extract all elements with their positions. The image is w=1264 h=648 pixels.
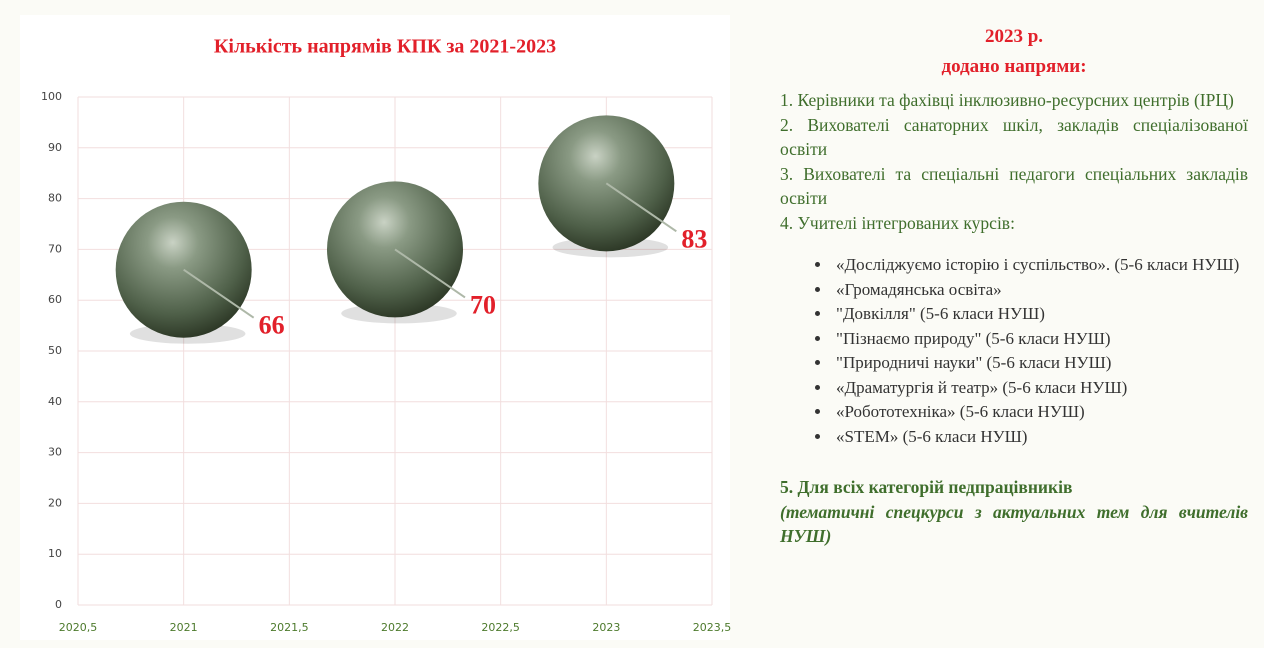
y-tick-label: 30: [48, 446, 62, 459]
final-text: 5. Для всіх категорій педпрацівників: [780, 477, 1073, 497]
heading: 2023 р.: [984, 26, 1044, 47]
y-tick-label: 70: [48, 242, 62, 255]
numbered-item: 2. Вихователі санаторних шкіл, закладів …: [780, 114, 1248, 160]
y-tick-label: 80: [48, 192, 62, 205]
numbered-item: 3. Вихователі та спеціальні педагоги спе…: [780, 163, 1248, 209]
x-tick-label: 2021,5: [270, 621, 309, 634]
x-tick-label: 2023: [592, 621, 620, 634]
x-tick-label: 2022: [381, 621, 409, 634]
leader-line: [394, 248, 466, 299]
y-tick-label: 60: [48, 293, 62, 306]
bullet-item: «Досліджуємо історію і суспільство». (5-…: [832, 253, 1248, 278]
bullet-item: «Драматургія й театр» (5-6 класи НУШ): [832, 376, 1248, 401]
bullet-item: "Природничі науки" (5-6 класи НУШ): [832, 351, 1248, 376]
y-tick-label: 50: [48, 344, 62, 357]
y-tick-label: 90: [48, 141, 62, 154]
y-tick-label: 40: [48, 395, 62, 408]
data-label: 70: [470, 290, 496, 319]
data-label: 83: [681, 224, 707, 253]
item-list: 1. Керівники та фахівці інклюзивно-ресур…: [780, 88, 1248, 235]
bullet-item: "Довкілля" (5-6 класи НУШ): [832, 302, 1248, 327]
final-note: (тематичні спецкурси з актуальних тем дл…: [780, 501, 1248, 547]
bullet-list: «Досліджуємо історію і суспільство». (5-…: [780, 253, 1248, 449]
text-panel: 2023 р. додано напрями: 1. Керівники та …: [780, 22, 1248, 549]
y-tick-label: 20: [48, 496, 62, 509]
y-tick-label: 10: [48, 547, 62, 560]
x-tick-label: 2020,5: [59, 621, 98, 634]
numbered-item: 1. Керівники та фахівці інклюзивно-ресур…: [780, 90, 1234, 110]
y-tick-label: 100: [41, 90, 62, 103]
bullet-item: "Пізнаємо природу" (5-6 класи НУШ): [832, 327, 1248, 352]
x-tick-label: 2021: [170, 621, 198, 634]
y-tick-label: 0: [55, 598, 62, 611]
chart: Кількість напрямів КПК за 2021-2023 0 10 2…: [20, 15, 732, 640]
leader-line: [605, 182, 677, 233]
chart-title: Кількість напрямів КПК за 2021-2023: [214, 36, 556, 58]
numbered-item: 4. Учителі інтегрованих курсів:: [780, 212, 1015, 233]
leader-line: [183, 268, 255, 319]
bullet-item: «Робототехніка» (5-6 класи НУШ): [832, 400, 1248, 425]
bullet-item: «Громадянська освіта»: [832, 278, 1248, 303]
x-tick-label: 2023,5: [693, 621, 732, 634]
final-item: 5. Для всіх категорій педпрацівників (тем…: [780, 475, 1248, 549]
x-tick-label: 2022,5: [481, 621, 520, 634]
data-label: 66: [259, 311, 285, 340]
bullet-item: «STEM» (5-6 класи НУШ): [832, 425, 1248, 450]
heading: додано напрями:: [941, 56, 1087, 77]
chart-area: [20, 15, 730, 640]
